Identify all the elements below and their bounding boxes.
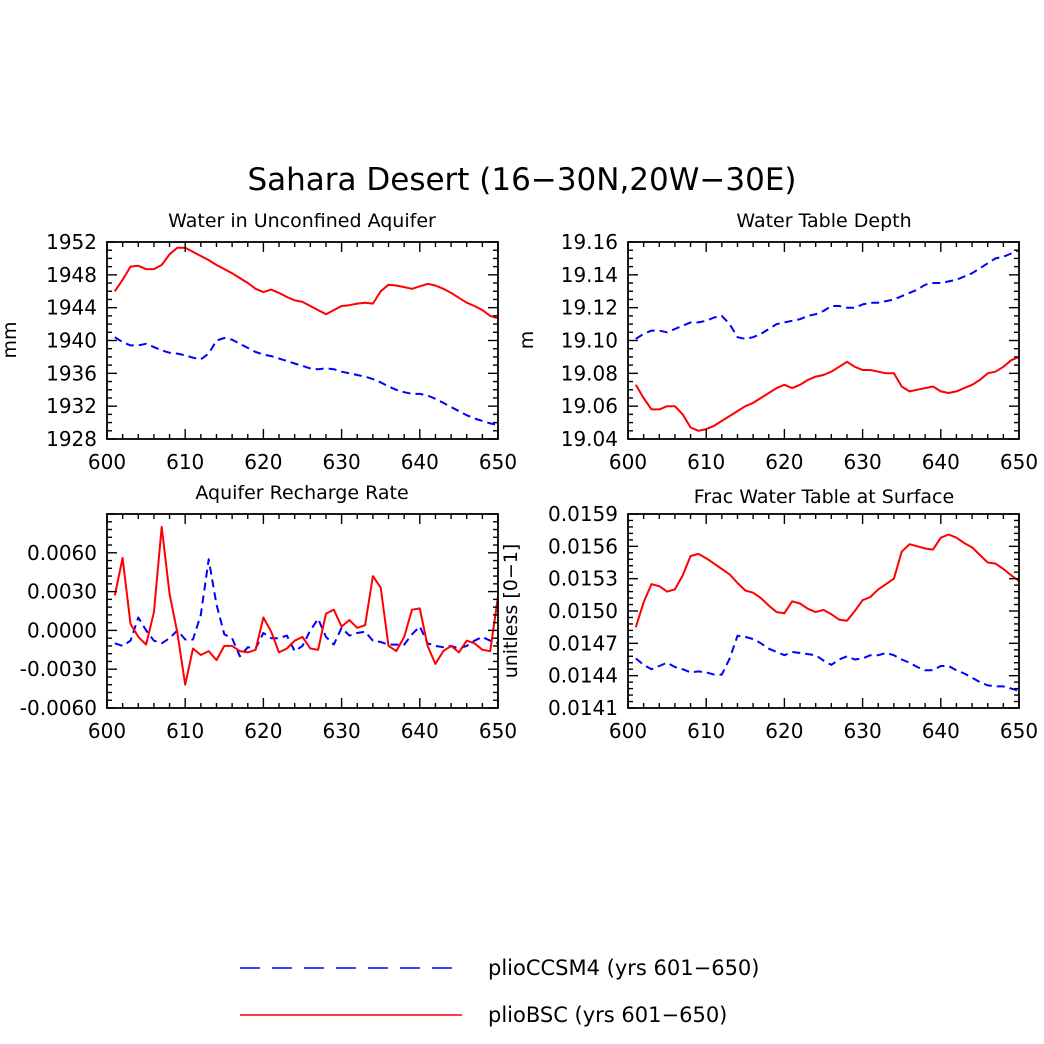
x-tick-label: 650 xyxy=(479,719,517,743)
panel-title: Aquifer Recharge Rate xyxy=(195,482,408,504)
y-tick-label: 0.0141 xyxy=(548,696,618,720)
y-axis-label: unitless [0−1] xyxy=(500,544,522,679)
y-tick-label: 19.16 xyxy=(561,230,618,254)
y-tick-label: 0.0030 xyxy=(27,580,97,604)
y-axis-label: m xyxy=(516,331,538,350)
series-line-plioBSC xyxy=(113,246,498,320)
y-tick-label: 0.0153 xyxy=(548,567,618,591)
x-tick-label: 610 xyxy=(687,450,725,474)
x-tick-label: 640 xyxy=(922,719,960,743)
series-line-plioCCSM4 xyxy=(114,558,498,658)
x-tick-label: 630 xyxy=(323,719,361,743)
x-tick-label: 630 xyxy=(323,450,361,474)
series-line-plioCCSM4 xyxy=(114,336,498,426)
plot-frame xyxy=(627,241,1020,440)
x-tick-label: 600 xyxy=(88,719,126,743)
plot-frame xyxy=(106,513,499,709)
x-tick-label: 620 xyxy=(244,450,282,474)
y-tick-label: 1928 xyxy=(46,427,97,451)
panel-water-table-depth: Water Table Depth m 600 610 620 630 640 650 19… xyxy=(516,210,1038,474)
panel-title: Frac Water Table at Surface xyxy=(694,486,954,508)
y-tick-label: 0.0147 xyxy=(548,631,618,655)
x-tick-label: 600 xyxy=(609,450,647,474)
series-line-plioBSC xyxy=(113,525,498,686)
panel-water-unconfined-aquifer: Water in Unconfined Aquifer mm 600 610 620… xyxy=(0,210,517,474)
y-tick-label: 1952 xyxy=(46,230,97,254)
y-tick-label: -0.0030 xyxy=(20,657,97,681)
y-tick-label: 19.14 xyxy=(561,263,618,287)
y-tick-label: 1944 xyxy=(46,296,97,320)
x-tick-label: 650 xyxy=(1000,719,1038,743)
x-tick-label: 600 xyxy=(88,450,126,474)
legend-label-plioCCSM4: plioCCSM4 (yrs 601−650) xyxy=(488,956,759,980)
y-tick-label: 0.0150 xyxy=(548,599,618,623)
legend-label-plioBSC: plioBSC (yrs 601−650) xyxy=(488,1003,727,1027)
series-line-plioCCSM4 xyxy=(635,249,1019,340)
y-tick-label: 0.0144 xyxy=(548,664,618,688)
x-tick-label: 620 xyxy=(765,450,803,474)
x-tick-label: 630 xyxy=(844,450,882,474)
series-line-plioBSC xyxy=(634,533,1019,628)
panel-frac-water-table-surface: Frac Water Table at Surface unitless [0−… xyxy=(500,486,1038,743)
y-tick-label: 1932 xyxy=(46,394,97,418)
plot-frame xyxy=(106,241,499,440)
x-tick-label: 640 xyxy=(922,450,960,474)
panel-aquifer-recharge-rate: Aquifer Recharge Rate 600 610 620 630 640 650… xyxy=(20,482,517,743)
x-tick-label: 610 xyxy=(166,719,204,743)
x-tick-label: 610 xyxy=(687,719,725,743)
legend: plioCCSM4 (yrs 601−650) plioBSC (yrs 601… xyxy=(240,956,759,1027)
y-tick-label: 19.06 xyxy=(561,394,618,418)
y-tick-label: 19.04 xyxy=(561,427,618,451)
x-tick-label: 640 xyxy=(401,719,439,743)
x-tick-label: 620 xyxy=(244,719,282,743)
x-tick-label: 650 xyxy=(479,450,517,474)
y-tick-label: 19.08 xyxy=(561,361,618,385)
y-tick-label: 1948 xyxy=(46,263,97,287)
x-tick-label: 620 xyxy=(765,719,803,743)
y-tick-label: 1940 xyxy=(46,329,97,353)
y-tick-label: 0.0156 xyxy=(548,534,618,558)
panel-title: Water Table Depth xyxy=(736,210,911,232)
panel-title: Water in Unconfined Aquifer xyxy=(168,210,436,232)
y-axis-label: mm xyxy=(0,321,21,358)
x-tick-label: 650 xyxy=(1000,450,1038,474)
x-tick-label: 630 xyxy=(844,719,882,743)
x-tick-label: 610 xyxy=(166,450,204,474)
series-line-plioBSC xyxy=(634,355,1019,432)
y-tick-label: 19.12 xyxy=(561,296,618,320)
figure-title: Sahara Desert (16−30N,20W−30E) xyxy=(247,162,796,198)
y-tick-label: 0.0060 xyxy=(27,541,97,565)
x-tick-label: 600 xyxy=(609,719,647,743)
x-tick-label: 640 xyxy=(401,450,439,474)
y-tick-label: -0.0060 xyxy=(20,696,97,720)
y-tick-label: 0.0159 xyxy=(548,502,618,526)
series-line-plioCCSM4 xyxy=(635,634,1019,692)
y-tick-label: 0.0000 xyxy=(27,618,97,642)
y-tick-label: 1936 xyxy=(46,361,97,385)
y-tick-label: 19.10 xyxy=(561,329,618,353)
